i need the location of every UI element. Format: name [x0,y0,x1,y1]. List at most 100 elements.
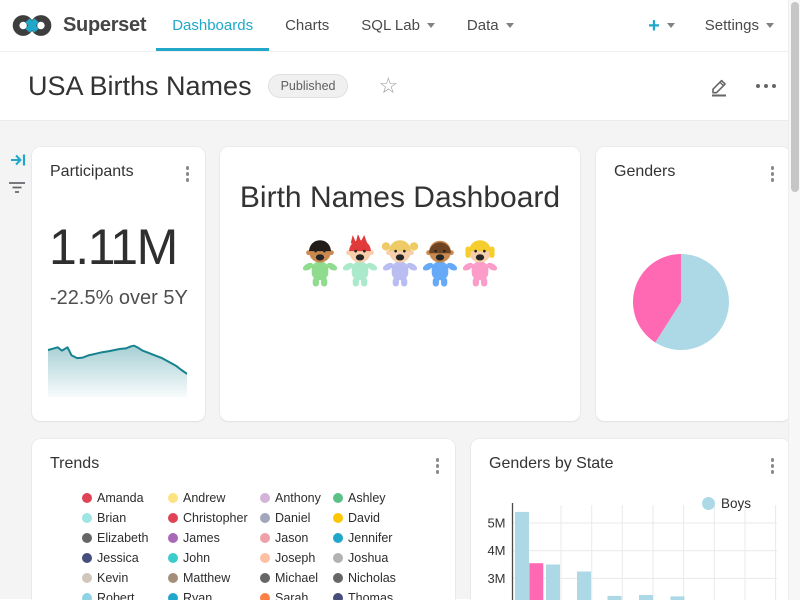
settings-label: Settings [704,17,759,34]
legend-item-robert[interactable]: Robert [82,588,168,600]
legend-label: Jessica [97,551,139,565]
legend-item-sarah[interactable]: Sarah [260,588,333,600]
superset-brand[interactable]: Superset [12,0,146,51]
pie-slice-girls[interactable] [632,254,681,343]
nav-item-label: Data [466,17,499,34]
legend-dot [168,533,178,543]
scrollbar-thumb[interactable] [790,2,799,192]
legend-label: Andrew [183,491,226,505]
legend-item-boys[interactable]: Boys [701,496,751,511]
card-trends: Trends Amanda Andrew Anthony Ashley Brian Chr… [32,439,455,600]
legend-label: Jennifer [348,531,393,545]
bar-boys[interactable] [546,564,560,600]
legend-item-ashley[interactable]: Ashley [333,488,396,508]
legend-item-michael[interactable]: Michael [260,568,333,588]
baby-figure [422,240,458,287]
dashboard-titlebar: USA Births Names Published [0,52,800,121]
trend-label: -22.5% over 5Y [50,287,188,309]
legend-item-jennifer[interactable]: Jennifer [333,528,396,548]
bar-boys[interactable] [577,571,591,600]
legend-label: Amanda [97,491,144,505]
legend-dot [333,573,343,583]
legend-item-joshua[interactable]: Joshua [333,548,396,568]
legend-item-james[interactable]: James [168,528,260,548]
legend-dot [82,553,92,563]
nav-item-data[interactable]: Data [451,0,530,51]
legend-item-kevin[interactable]: Kevin [82,568,168,588]
chevron-down-icon [505,23,514,28]
legend-label: Thomas [348,591,394,600]
legend-item-amanda[interactable]: Amanda [82,488,168,508]
bar-boys[interactable] [607,595,622,600]
card-title: Trends [50,455,100,472]
status-badge: Published [267,74,349,98]
legend-dot [82,493,92,503]
legend-dot [168,553,178,563]
legend-item-john[interactable]: John [168,548,260,568]
navbar: Superset Dashboards Charts SQL Lab Data + S… [0,0,800,52]
nav-item-label: Charts [285,17,330,34]
bar-girls[interactable] [529,563,544,600]
baby-figure [381,240,419,287]
main-nav: Dashboards Charts SQL Lab Data [156,0,529,51]
kebab-menu-icon[interactable] [184,163,192,185]
edit-dashboard-icon[interactable] [708,74,732,98]
legend-label: Sarah [275,591,309,600]
legend-item-anthony[interactable]: Anthony [260,488,333,508]
kebab-menu-icon[interactable] [434,455,442,477]
kebab-menu-icon[interactable] [769,455,777,477]
card-genders: Genders [596,147,790,421]
nav-item-sql-lab[interactable]: SQL Lab [345,0,451,51]
legend-label: Jason [275,531,309,545]
new-item-button[interactable]: + [648,16,675,36]
more-options-icon[interactable] [756,80,776,92]
nav-item-dashboards[interactable]: Dashboards [156,0,270,51]
page-title: USA Births Names [28,70,252,101]
expand-filter-panel-icon[interactable] [9,151,27,169]
pie-slice-boys[interactable] [655,254,729,350]
legend-dot [168,573,178,583]
legend-dot [260,573,270,583]
bar-boys[interactable] [515,511,529,600]
legend-item-andrew[interactable]: Andrew [168,488,260,508]
legend-item-nicholas[interactable]: Nicholas [333,568,396,588]
big-number-value: 1.11M [49,219,178,275]
nav-item-charts[interactable]: Charts [269,0,345,51]
legend-label: Anthony [275,491,321,505]
legend-item-daniel[interactable]: Daniel [260,508,333,528]
bar-boys[interactable] [670,596,685,600]
bar-boys[interactable] [639,595,653,600]
y-axis-tick: 5M [487,516,505,531]
legend-item-elizabeth[interactable]: Elizabeth [82,528,168,548]
favorite-star-icon[interactable] [378,75,398,97]
legend-item-jessica[interactable]: Jessica [82,548,168,568]
card-title: Participants [50,163,134,180]
legend-label: John [183,551,211,565]
legend-label: Brian [97,511,127,525]
legend-item-jason[interactable]: Jason [260,528,333,548]
legend-label: Christopher [183,511,248,525]
legend-label: Robert [97,591,135,600]
legend-item-david[interactable]: David [333,508,396,528]
legend-item-joseph[interactable]: Joseph [260,548,333,568]
bar-chart: 5M 4M 3M [487,503,777,600]
legend-dot [82,593,92,600]
legend-dot [333,593,343,600]
legend-item-matthew[interactable]: Matthew [168,568,260,588]
kebab-menu-icon[interactable] [769,163,777,185]
legend-label: Kevin [97,571,129,585]
superset-logo-icon [12,15,52,36]
legend-label: Ashley [348,491,386,505]
legend-item-thomas[interactable]: Thomas [333,588,396,600]
legend-item-brian[interactable]: Brian [82,508,168,528]
chevron-down-icon [766,23,774,28]
legend-item-ryan[interactable]: Ryan [168,588,260,600]
filter-icon[interactable] [8,181,26,195]
legend-dot [168,493,178,503]
legend-label: Ryan [183,591,213,600]
legend-dot [82,573,92,583]
page-scrollbar[interactable] [788,0,800,600]
legend-label: Joshua [348,551,389,565]
settings-menu[interactable]: Settings [705,17,774,34]
legend-item-christopher[interactable]: Christopher [168,508,260,528]
